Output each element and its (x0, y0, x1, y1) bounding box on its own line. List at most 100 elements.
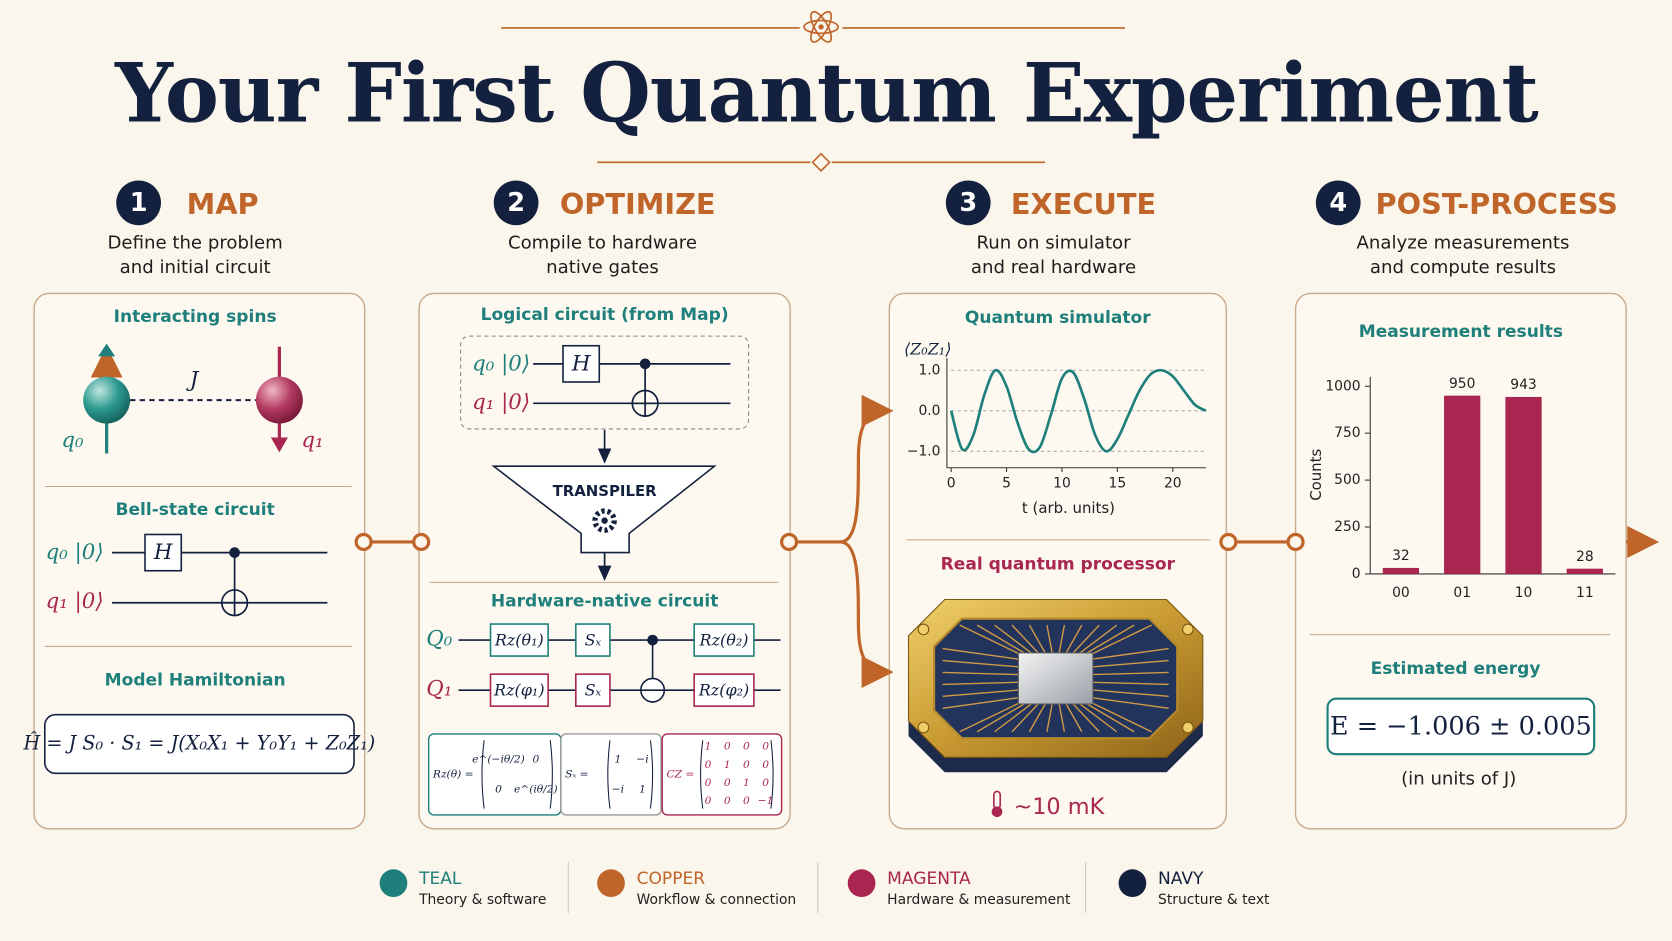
page-title: Your First Quantum Experiment (114, 46, 1539, 141)
legend-name: COPPER (637, 869, 706, 889)
matrix-entry: 0 (762, 776, 769, 789)
section-heading: Logical circuit (from Map) (481, 305, 729, 325)
matrix-entry: −i (612, 782, 624, 795)
chip-trace (1091, 659, 1169, 668)
connector-ring (1286, 532, 1305, 552)
matrix-bracket (770, 740, 774, 809)
wire-label: Q₁ (426, 677, 452, 702)
atom-orbit (810, 10, 833, 43)
native-gate (489, 623, 549, 657)
y-axis-label: ⟨Z₀Z₁⟩ (904, 340, 952, 359)
y-tick-label: 500 (1334, 472, 1360, 488)
chip-trace (942, 647, 1020, 660)
matrix-bracket (549, 740, 553, 809)
x-tick-label: 10 (1515, 585, 1533, 601)
matrix-bracket (607, 740, 611, 809)
chip-trace (942, 681, 1020, 686)
matrix-entry: 0 (705, 776, 712, 789)
matrix-entry: e^(iθ/2) (514, 782, 558, 795)
matrix-entry: 0 (705, 758, 712, 771)
step-subtitle: and compute results (1370, 257, 1556, 278)
step-title: EXECUTE (1011, 187, 1156, 221)
step-subtitle: and initial circuit (120, 257, 271, 278)
step-subtitle: Analyze measurements (1357, 232, 1570, 253)
matrix-entry: 0 (724, 776, 731, 789)
gate-box (562, 344, 601, 383)
native-gate (693, 623, 755, 657)
chip-trace (1070, 624, 1100, 656)
chip-trace (994, 624, 1035, 656)
chip-trace (1028, 624, 1047, 656)
value-label: 943 (1510, 377, 1536, 393)
section-heading: Real quantum processor (941, 554, 1176, 574)
matrix-entry: 1 (615, 752, 622, 765)
y-tick-label: 1.0 (918, 362, 940, 378)
step-title: OPTIMIZE (560, 187, 716, 221)
y-tick-label: 750 (1334, 425, 1360, 441)
chip-trace (976, 701, 1029, 733)
matrix-box (560, 733, 662, 816)
chip-trace (1046, 701, 1054, 732)
energy-box (1326, 697, 1596, 756)
bar (1566, 568, 1603, 574)
chart-title: Measurement results (1359, 322, 1563, 342)
chip-trace (994, 701, 1035, 733)
wire-label: q₁ |0⟩ (472, 390, 530, 415)
bar (1505, 396, 1542, 574)
legend-description: Structure & text (1158, 892, 1270, 908)
spin-arrow-head (98, 343, 116, 357)
chip-screw (1182, 623, 1194, 636)
value-label: 28 (1576, 549, 1594, 565)
formula-box (43, 713, 355, 775)
gate-label: Sₓ (585, 681, 602, 700)
chip-trace (1028, 701, 1047, 733)
chip-trace (1091, 689, 1169, 698)
qubit-label: q₁ (301, 428, 323, 453)
x-tick-label: 20 (1164, 476, 1182, 492)
chip-trace (1083, 624, 1135, 656)
chip-trace (1091, 696, 1169, 709)
control-dot (647, 634, 658, 646)
section-heading: Estimated energy (1371, 659, 1541, 679)
matrix-entry: 0 (724, 794, 731, 807)
matrix-entry: 0 (743, 740, 750, 753)
control-dot (639, 358, 651, 370)
step-number: 3 (959, 188, 977, 218)
step-badge (116, 180, 162, 226)
connector-branch (839, 540, 894, 689)
matrix-entry: 0 (532, 752, 539, 765)
matrix-entry: 1 (724, 758, 731, 771)
connector-ring (1219, 532, 1238, 552)
chip-trace (1083, 701, 1135, 733)
legend-swatch (379, 869, 408, 898)
step-subtitle: native gates (546, 257, 659, 278)
matrix-entry: e^(−iθ/2) (472, 752, 525, 765)
section-heading: Hardware-native circuit (491, 592, 719, 612)
x-tick-label: 5 (1002, 476, 1011, 492)
x-tick-label: 15 (1109, 476, 1127, 492)
gate-label: Rz(θ₂) (699, 631, 749, 650)
legend-description: Workflow & connection (637, 892, 797, 908)
chart-title: Quantum simulator (965, 308, 1151, 328)
matrix-entry: 1 (705, 740, 712, 753)
y-axis-label: Counts (1307, 449, 1325, 501)
matrix-entry: 1 (743, 776, 750, 789)
legend-name: TEAL (418, 869, 462, 889)
matrix-entry: 0 (762, 758, 769, 771)
x-tick-label: 11 (1576, 585, 1594, 601)
chip-trace (1091, 671, 1169, 676)
step-badge (1315, 180, 1361, 226)
gate-box (144, 533, 183, 572)
matrix-bracket (700, 740, 704, 809)
native-gate (489, 673, 549, 707)
matrix-entry: 0 (724, 740, 731, 753)
chip-trace (942, 696, 1020, 709)
wire-label: Q₀ (426, 627, 452, 652)
step-number: 1 (130, 188, 148, 218)
gear-hub (601, 517, 608, 524)
gate-label: Rz(φ₂) (698, 681, 750, 700)
coupling-label: J (186, 367, 200, 392)
chip-trace (1064, 701, 1083, 733)
